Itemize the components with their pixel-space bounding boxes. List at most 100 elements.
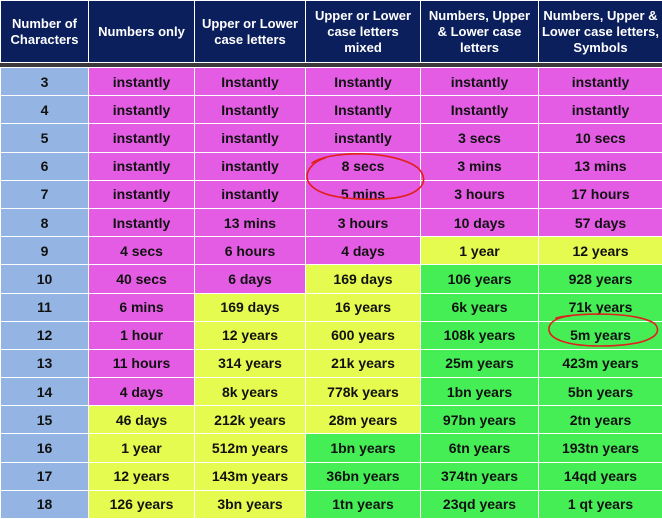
time-cell-numbers-upper-lower: 3 hours: [421, 180, 539, 208]
time-cell-numbers-only: 46 days: [89, 406, 195, 434]
character-count-cell: 8: [1, 208, 89, 236]
time-cell-numbers-upper-lower: 108k years: [421, 321, 539, 349]
time-cell-upper-lower-mixed: 1tn years: [306, 490, 421, 518]
time-cell-upper-lower-mixed: Instantly: [306, 68, 421, 96]
time-cell-numbers-only: 12 years: [89, 462, 195, 490]
time-cell-upper-lower-mixed: 4 days: [306, 237, 421, 265]
character-count-cell: 3: [1, 68, 89, 96]
time-cell-numbers-only: 40 secs: [89, 265, 195, 293]
time-cell-upper-lower-mixed: 3 hours: [306, 208, 421, 236]
time-cell-numbers-upper-lower: 97bn years: [421, 406, 539, 434]
header-upper-or-lower-case: Upper or Lower case letters: [195, 1, 306, 63]
time-cell-numbers-upper-lower-symbols: 10 secs: [539, 124, 662, 152]
time-cell-numbers-upper-lower-symbols: 423m years: [539, 349, 662, 377]
time-cell-upper-lower-mixed: 21k years: [306, 349, 421, 377]
time-cell-numbers-upper-lower-symbols: 17 hours: [539, 180, 662, 208]
time-cell-numbers-upper-lower: 374tn years: [421, 462, 539, 490]
time-cell-numbers-upper-lower-symbols: instantly: [539, 96, 662, 124]
time-cell-upper-or-lower: 143m years: [195, 462, 306, 490]
time-cell-upper-or-lower: 314 years: [195, 349, 306, 377]
time-cell-numbers-upper-lower-symbols: 13 mins: [539, 152, 662, 180]
time-cell-upper-lower-mixed: 36bn years: [306, 462, 421, 490]
time-cell-numbers-upper-lower-symbols: 14qd years: [539, 462, 662, 490]
time-cell-numbers-only: instantly: [89, 152, 195, 180]
time-cell-upper-or-lower: 3bn years: [195, 490, 306, 518]
character-count-cell: 4: [1, 96, 89, 124]
character-count-cell: 18: [1, 490, 89, 518]
character-count-cell: 10: [1, 265, 89, 293]
character-count-cell: 6: [1, 152, 89, 180]
time-cell-upper-or-lower: 169 days: [195, 293, 306, 321]
time-cell-numbers-upper-lower: 106 years: [421, 265, 539, 293]
time-cell-numbers-only: 1 year: [89, 434, 195, 462]
time-cell-numbers-upper-lower-symbols: 928 years: [539, 265, 662, 293]
time-cell-upper-lower-mixed: 28m years: [306, 406, 421, 434]
time-cell-upper-or-lower: 12 years: [195, 321, 306, 349]
character-count-cell: 15: [1, 406, 89, 434]
character-count-cell: 7: [1, 180, 89, 208]
time-cell-upper-lower-mixed: 1bn years: [306, 434, 421, 462]
time-cell-numbers-upper-lower-symbols: 2tn years: [539, 406, 662, 434]
time-cell-numbers-upper-lower: 6tn years: [421, 434, 539, 462]
character-count-cell: 17: [1, 462, 89, 490]
character-count-cell: 5: [1, 124, 89, 152]
header-numbers-upper-lower-symbols: Numbers, Upper & Lower case letters, Sym…: [539, 1, 662, 63]
header-upper-lower-mixed: Upper or Lower case letters mixed: [306, 1, 421, 63]
time-cell-numbers-upper-lower: 1bn years: [421, 378, 539, 406]
time-cell-numbers-only: 1 hour: [89, 321, 195, 349]
time-cell-upper-or-lower: 13 mins: [195, 208, 306, 236]
character-count-cell: 11: [1, 293, 89, 321]
time-cell-numbers-only: 11 hours: [89, 349, 195, 377]
time-cell-upper-lower-mixed: 778k years: [306, 378, 421, 406]
time-cell-upper-or-lower: 6 hours: [195, 237, 306, 265]
time-cell-numbers-upper-lower-symbols: 193tn years: [539, 434, 662, 462]
time-cell-numbers-upper-lower: 25m years: [421, 349, 539, 377]
time-cell-numbers-only: Instantly: [89, 208, 195, 236]
time-cell-numbers-only: 6 mins: [89, 293, 195, 321]
time-cell-numbers-only: instantly: [89, 180, 195, 208]
time-cell-upper-or-lower: Instantly: [195, 96, 306, 124]
time-cell-numbers-upper-lower-symbols: 71k years: [539, 293, 662, 321]
time-cell-upper-or-lower: instantly: [195, 124, 306, 152]
header-numbers-only: Numbers only: [89, 1, 195, 63]
time-cell-numbers-upper-lower-symbols: 5m years: [539, 321, 662, 349]
time-cell-upper-or-lower: 212k years: [195, 406, 306, 434]
time-cell-numbers-upper-lower-symbols: 1 qt years: [539, 490, 662, 518]
time-cell-upper-or-lower: instantly: [195, 152, 306, 180]
time-cell-upper-lower-mixed: 8 secs: [306, 152, 421, 180]
character-count-cell: 13: [1, 349, 89, 377]
time-cell-upper-lower-mixed: 16 years: [306, 293, 421, 321]
time-cell-numbers-upper-lower: 6k years: [421, 293, 539, 321]
time-cell-numbers-upper-lower: instantly: [421, 68, 539, 96]
character-count-cell: 12: [1, 321, 89, 349]
time-cell-upper-lower-mixed: Instantly: [306, 96, 421, 124]
time-cell-numbers-upper-lower-symbols: 12 years: [539, 237, 662, 265]
time-cell-upper-or-lower: 8k years: [195, 378, 306, 406]
time-cell-upper-or-lower: Instantly: [195, 68, 306, 96]
time-cell-upper-lower-mixed: 600 years: [306, 321, 421, 349]
time-cell-upper-lower-mixed: 169 days: [306, 265, 421, 293]
time-cell-numbers-upper-lower: 10 days: [421, 208, 539, 236]
character-count-cell: 14: [1, 378, 89, 406]
password-crack-time-table-panel: Number of Characters Numbers only Upper …: [0, 0, 662, 500]
time-cell-numbers-upper-lower-symbols: instantly: [539, 68, 662, 96]
character-count-cell: 16: [1, 434, 89, 462]
time-cell-upper-lower-mixed: 5 mins: [306, 180, 421, 208]
time-cell-upper-or-lower: 6 days: [195, 265, 306, 293]
